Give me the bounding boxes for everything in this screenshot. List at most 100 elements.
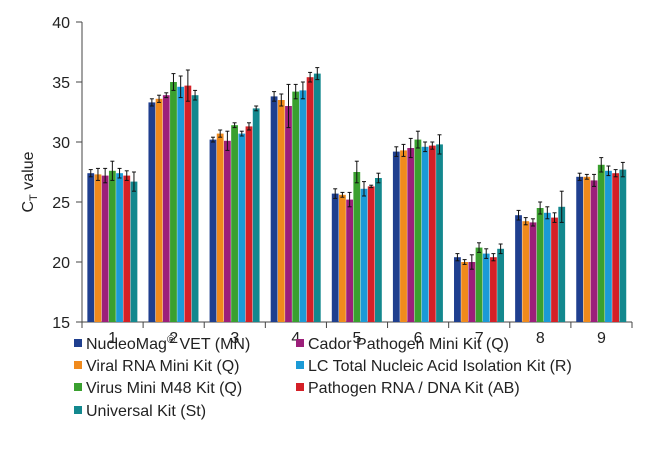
legend-label: Cador Pathogen Mini Kit (Q)	[308, 336, 509, 353]
bar	[252, 108, 260, 323]
bar	[360, 188, 368, 322]
bar	[468, 262, 476, 322]
bar	[170, 82, 177, 322]
bar	[367, 186, 375, 322]
bar	[306, 77, 314, 322]
legend-swatch	[296, 339, 304, 347]
bar	[245, 126, 253, 323]
bar	[605, 170, 612, 322]
x-tick-label: 5	[353, 330, 362, 347]
x-tick-labels: 1 2 3 4 5 6 7 8 9	[81, 322, 633, 347]
chart-bars	[87, 73, 627, 323]
bar	[590, 180, 598, 322]
chart-legend: NucleoMag® VET (MN) Cador Pathogen Mini K…	[74, 334, 572, 420]
bar	[576, 176, 584, 322]
bar	[148, 102, 156, 323]
bar	[177, 86, 185, 322]
legend-swatch	[296, 383, 304, 391]
bar	[184, 85, 192, 322]
y-axis-label: CT value	[20, 151, 40, 212]
bar	[475, 247, 483, 322]
bar	[123, 175, 131, 322]
bar	[497, 248, 505, 322]
bar	[400, 150, 407, 322]
bar	[543, 212, 551, 322]
bar	[313, 73, 321, 322]
legend-swatch	[74, 361, 82, 369]
bar	[436, 144, 443, 322]
legend-swatch	[74, 383, 82, 391]
bar	[353, 172, 361, 322]
x-tick-label: 3	[230, 330, 239, 347]
bar	[407, 148, 415, 322]
bar	[612, 173, 620, 322]
legend-label: LC Total Nucleic Acid Isolation Kit (R)	[308, 358, 572, 375]
bar	[551, 217, 558, 322]
legend-label: NucleoMag® VET (MN)	[86, 334, 250, 353]
bar	[339, 194, 346, 322]
y-axis-label-suffix: value	[20, 151, 37, 194]
bar	[375, 178, 382, 322]
bar	[94, 174, 102, 322]
y-tick-label: 25	[52, 195, 70, 212]
bar	[597, 164, 605, 322]
bar	[216, 133, 224, 322]
bar	[421, 146, 429, 322]
bar	[108, 170, 116, 322]
bar	[155, 98, 163, 322]
bar	[583, 176, 591, 322]
bar	[461, 262, 469, 322]
bar	[285, 106, 292, 322]
y-tick-label: 20	[52, 255, 70, 272]
x-tick-label: 4	[291, 330, 300, 347]
legend-swatch	[74, 339, 82, 347]
bar	[392, 151, 400, 322]
chart-error-bars	[88, 67, 625, 270]
bar	[277, 100, 285, 322]
bar	[482, 253, 490, 322]
x-tick-label: 2	[169, 330, 178, 347]
x-tick-label: 7	[475, 330, 484, 347]
legend-label: Viral RNA Mini Kit (Q)	[86, 358, 240, 375]
x-tick-label: 8	[536, 330, 545, 347]
bar	[238, 133, 246, 322]
bar	[331, 193, 339, 322]
bar	[536, 208, 544, 322]
bar	[414, 139, 422, 322]
bar	[558, 206, 566, 322]
x-tick-label: 6	[414, 330, 423, 347]
bar	[515, 215, 522, 322]
bar	[101, 175, 109, 322]
bar	[270, 96, 278, 323]
legend-label: Virus Mini M48 Kit (Q)	[86, 380, 242, 397]
bar	[454, 257, 461, 322]
y-tick-label: 35	[52, 75, 70, 92]
bar	[292, 91, 300, 322]
bar	[162, 95, 170, 322]
bar	[130, 181, 138, 322]
bar	[299, 90, 307, 323]
y-tick-label: 15	[52, 315, 70, 332]
legend-label: Pathogen RNA / DNA Kit (AB)	[308, 380, 520, 397]
bar	[116, 173, 123, 322]
x-tick-label: 1	[108, 330, 117, 347]
x-tick-label: 9	[597, 330, 606, 347]
y-tick-label: 40	[52, 15, 70, 32]
bar	[87, 173, 95, 322]
y-tick-labels: 15 20 25 30 35 40	[52, 15, 82, 332]
bar	[191, 95, 199, 322]
y-axis-label-main: C	[20, 201, 37, 213]
bar	[522, 221, 530, 322]
bar	[223, 140, 231, 322]
bar	[346, 199, 353, 322]
y-tick-label: 30	[52, 135, 70, 152]
bar	[428, 145, 436, 322]
bar	[529, 222, 537, 322]
bar	[231, 125, 238, 322]
legend-swatch	[296, 361, 304, 369]
legend-swatch	[74, 406, 82, 414]
bar	[209, 139, 217, 322]
y-axis-label-subscript: T	[28, 194, 40, 201]
bar	[490, 257, 497, 322]
